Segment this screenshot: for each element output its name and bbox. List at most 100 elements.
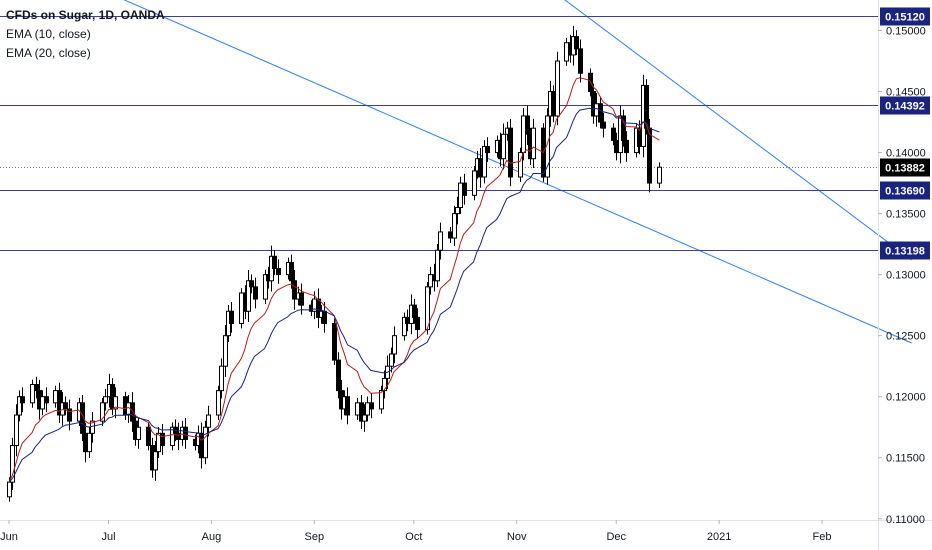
symbol-title[interactable]: CFDs on Sugar, 1D, OANDA <box>6 8 165 22</box>
y-tick-label: 0.12500 <box>886 331 926 343</box>
last-price-label: 0.13882 <box>885 163 925 175</box>
candle-down <box>146 426 151 447</box>
candle-up <box>389 353 394 367</box>
x-tick-label: Dec <box>606 531 626 543</box>
y-tick-label: 0.14500 <box>886 87 926 99</box>
chart-legend: CFDs on Sugar, 1D, OANDA EMA (10, close)… <box>6 6 165 63</box>
candle-up <box>657 166 662 184</box>
candle-down <box>272 255 277 270</box>
candle-up <box>113 396 118 410</box>
candle-up <box>17 396 22 416</box>
candle-down <box>647 127 652 184</box>
y-tick-label: 0.11000 <box>886 514 925 526</box>
ema20-legend[interactable]: EMA (20, close) <box>6 46 91 60</box>
candle-up <box>501 133 506 160</box>
candle-down <box>614 139 619 154</box>
ema-lines <box>8 77 660 483</box>
ema10-line <box>8 77 660 483</box>
candle-up <box>482 145 487 178</box>
candle-down <box>20 396 25 404</box>
candle-up <box>392 335 397 355</box>
price-badges: 0.15120 0.14392 0.13690 0.13198 0.13882 <box>880 7 930 260</box>
candle-down <box>299 292 304 306</box>
candle-down <box>249 280 254 288</box>
ema20-line <box>8 107 660 483</box>
candle-up <box>594 103 599 117</box>
candle-down <box>229 310 234 324</box>
y-tick-label: 0.12000 <box>886 392 926 404</box>
candle-down <box>322 310 327 324</box>
level-badge <box>880 96 930 115</box>
candle-up <box>365 402 370 416</box>
candle-down <box>574 36 579 50</box>
y-tick-label: 0.11500 <box>886 453 925 465</box>
level-badge <box>880 181 930 200</box>
candle-up <box>355 402 360 416</box>
candle-down <box>478 158 483 178</box>
candle-down <box>601 121 606 129</box>
candle-down <box>551 91 556 117</box>
candle-down <box>332 322 337 361</box>
level-badge-label: 0.14392 <box>885 101 925 113</box>
x-tick-label: Jun <box>0 531 18 543</box>
candle-down <box>415 316 420 331</box>
y-tick-label: 0.14000 <box>886 148 926 160</box>
candle-up <box>87 432 92 453</box>
level-badge <box>880 241 930 260</box>
candle-up <box>458 182 463 209</box>
candle-up <box>472 170 477 196</box>
candle-up <box>219 365 224 392</box>
candle-down <box>253 286 258 300</box>
candle-up <box>362 414 367 422</box>
candle-up <box>379 390 384 410</box>
trend-lines <box>123 0 912 344</box>
candle-down <box>80 402 85 434</box>
candle-down <box>462 182 467 196</box>
x-tick-label: Aug <box>202 531 222 543</box>
candle-up <box>206 414 211 428</box>
candle-up <box>263 274 268 300</box>
candle-up <box>53 390 58 404</box>
x-tick-label: Oct <box>405 531 422 543</box>
candle-down <box>199 432 204 459</box>
candle-up <box>435 249 440 282</box>
candle-down <box>67 408 72 422</box>
x-tick-label: Jul <box>102 531 116 543</box>
trend-line <box>123 0 912 344</box>
candle-down <box>345 396 350 416</box>
candle-down <box>44 396 49 404</box>
candle-down <box>359 402 364 422</box>
x-tick-label: 2021 <box>707 531 731 543</box>
candle-down <box>405 316 410 324</box>
candle-up <box>382 377 387 392</box>
candle-down <box>598 103 603 123</box>
candle-down <box>369 402 374 410</box>
candle-up <box>10 445 15 483</box>
candle-up <box>223 335 228 367</box>
ema10-legend[interactable]: EMA (10, close) <box>6 27 91 41</box>
candle-down <box>525 115 530 135</box>
level-badge-label: 0.13198 <box>885 246 925 258</box>
candle-up <box>531 127 536 160</box>
candle-down <box>160 432 165 447</box>
candle-up <box>14 414 19 447</box>
candle-up <box>153 451 158 471</box>
candle-down <box>289 261 294 282</box>
candle-down <box>412 304 417 318</box>
candle-up <box>452 213 457 239</box>
candle-up <box>438 231 443 251</box>
x-tick-label: Nov <box>507 531 527 543</box>
level-badge-label: 0.13690 <box>885 186 925 198</box>
candle-up <box>203 426 208 459</box>
candle-up <box>90 420 95 434</box>
candle-down <box>276 268 281 276</box>
candle-down <box>624 139 629 154</box>
candle-down <box>336 359 341 392</box>
candlestick-series <box>7 25 662 502</box>
candle-down <box>611 127 616 141</box>
candle-down <box>83 432 88 453</box>
candle-down <box>316 298 321 318</box>
candle-up <box>402 316 407 337</box>
